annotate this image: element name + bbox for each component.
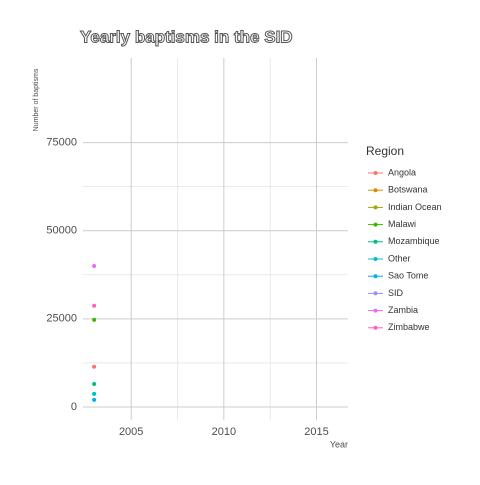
y-tick-label: 50000 (46, 225, 77, 237)
legend-label: Sao Tome (388, 271, 428, 281)
data-point (92, 317, 97, 322)
data-point (92, 364, 97, 369)
chart-title: Yearly baptisms in the SID (80, 27, 293, 46)
x-tick-label: 2005 (119, 426, 143, 438)
y-tick-label: 0 (71, 401, 77, 413)
x-axis-label: Year (330, 439, 348, 449)
legend-key-point (373, 171, 378, 175)
legend-key-point (373, 291, 378, 296)
y-axis-label: Number of baptisms (33, 68, 40, 131)
x-tick-label: 2010 (212, 426, 236, 438)
y-tick-label: 25000 (46, 313, 77, 325)
x-tick-label: 2015 (304, 426, 328, 438)
legend-key-point (373, 274, 378, 279)
legend-key-point (373, 308, 378, 313)
data-point (92, 303, 97, 308)
data-point (92, 263, 97, 268)
y-tick-label: 75000 (46, 137, 77, 149)
legend-label: Botswana (388, 185, 428, 195)
legend-key-point (373, 205, 378, 210)
legend-key-point (373, 222, 378, 227)
legend-label: SID (388, 288, 404, 298)
legend-title: Region (366, 144, 404, 158)
legend-label: Indian Ocean (388, 202, 442, 212)
data-point (92, 391, 97, 396)
legend-label: Zimbabwe (388, 322, 430, 332)
legend-label: Angola (388, 167, 416, 177)
data-point (92, 382, 97, 387)
legend-label: Mozambique (388, 236, 440, 246)
legend-key-point (373, 239, 378, 244)
legend-label: Malawi (388, 219, 416, 229)
legend-key-point (373, 325, 378, 330)
legend-key-point (373, 257, 378, 261)
legend-key-point (373, 188, 378, 193)
data-point (92, 397, 97, 402)
legend-label: Zambia (388, 305, 418, 315)
legend-label: Other (388, 253, 411, 263)
